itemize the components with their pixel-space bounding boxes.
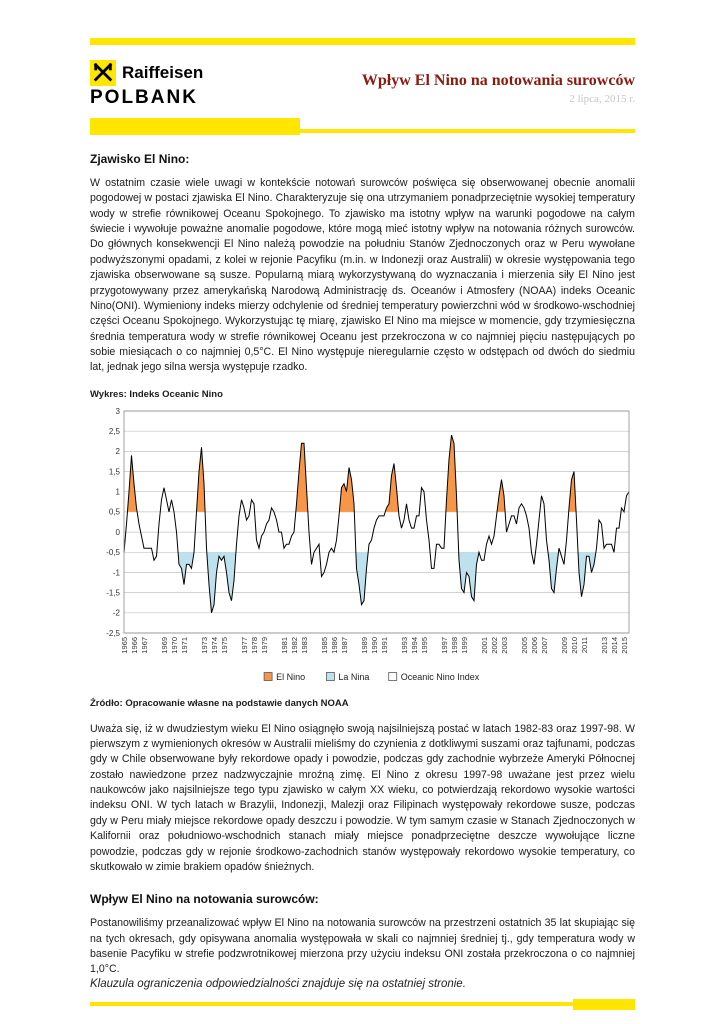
la-nina-fill — [355, 551, 369, 605]
svg-text:-0,5: -0,5 — [106, 548, 120, 557]
chart-caption: Wykres: Indeks Oceanic Nino — [90, 388, 223, 400]
footer-band-thick-bar — [573, 999, 635, 1010]
chart-legend: El Nino La Nina Oceanic Nino Index — [263, 672, 480, 682]
document-title: Wpływ El Nino na notowania surowców — [361, 72, 635, 89]
svg-text:Oceanic Nino Index: Oceanic Nino Index — [401, 672, 480, 682]
svg-text:2005: 2005 — [520, 637, 529, 654]
svg-text:1983: 1983 — [300, 637, 309, 654]
svg-text:1986: 1986 — [330, 637, 339, 654]
svg-text:1974: 1974 — [210, 637, 219, 654]
svg-text:1985: 1985 — [320, 637, 329, 654]
svg-text:-2: -2 — [113, 608, 121, 617]
svg-text:-2,5: -2,5 — [106, 628, 120, 637]
logo-top-row: Raiffeisen — [90, 60, 203, 86]
svg-text:2013: 2013 — [600, 637, 609, 654]
svg-text:1970: 1970 — [170, 637, 179, 654]
svg-text:1982: 1982 — [290, 637, 299, 654]
svg-text:1967: 1967 — [140, 637, 149, 654]
raiffeisen-polbank-logo: Raiffeisen POLBANK — [90, 60, 203, 109]
svg-text:1993: 1993 — [400, 637, 409, 654]
svg-text:2011: 2011 — [580, 637, 589, 653]
section3-paragraph: Postanowiliśmy przeanalizować wpływ El N… — [90, 917, 635, 976]
svg-text:2: 2 — [116, 447, 121, 456]
svg-text:1995: 1995 — [420, 637, 429, 654]
svg-text:1978: 1978 — [250, 637, 259, 654]
svg-text:1987: 1987 — [340, 637, 349, 654]
svg-text:1969: 1969 — [160, 637, 169, 654]
svg-text:1973: 1973 — [200, 637, 209, 654]
svg-text:-1: -1 — [113, 568, 121, 577]
svg-text:2002: 2002 — [490, 637, 499, 654]
svg-text:1991: 1991 — [380, 637, 389, 654]
svg-text:1977: 1977 — [240, 637, 249, 654]
section3-heading: Wpływ El Nino na notowania surowców: — [90, 892, 319, 907]
la-nina-fill — [178, 551, 194, 585]
svg-text:1994: 1994 — [410, 637, 419, 654]
svg-text:2014: 2014 — [610, 637, 619, 654]
section1-heading: Zjawisko El Nino: — [90, 152, 190, 166]
svg-text:2,5: 2,5 — [109, 427, 121, 436]
svg-text:2003: 2003 — [500, 637, 509, 654]
svg-text:0: 0 — [116, 528, 121, 537]
footer-yellow-band — [90, 999, 635, 1010]
el-nino-fill — [127, 455, 138, 512]
svg-text:0,5: 0,5 — [109, 507, 121, 516]
header-band-thick-bar — [90, 118, 300, 135]
svg-text:2007: 2007 — [540, 637, 549, 654]
svg-text:3: 3 — [116, 406, 121, 415]
svg-text:1998: 1998 — [450, 637, 459, 654]
svg-text:1989: 1989 — [360, 637, 369, 654]
chart-source-note: Źródło: Opracowanie własne na podstawie … — [90, 697, 349, 709]
svg-text:1,5: 1,5 — [109, 467, 121, 476]
brand-name: Raiffeisen — [122, 63, 204, 82]
top-yellow-rule — [90, 38, 635, 45]
svg-text:-1,5: -1,5 — [106, 588, 120, 597]
brand-subname: POLBANK — [90, 87, 198, 108]
svg-text:2009: 2009 — [560, 637, 569, 654]
header-yellow-band — [90, 118, 635, 135]
svg-text:2015: 2015 — [620, 637, 629, 654]
svg-text:1: 1 — [116, 487, 121, 496]
la-nina-fill — [578, 551, 596, 597]
document-date: 2 lipca, 2015 r. — [569, 93, 635, 105]
svg-text:2006: 2006 — [530, 637, 539, 654]
svg-text:La Nina: La Nina — [338, 672, 369, 682]
section1-paragraph: W ostatnim czasie wiele uwagi w kontekśc… — [90, 177, 635, 374]
header-title-block: Wpływ El Nino na notowania surowców 2 li… — [362, 60, 635, 105]
el-nino-fill — [497, 479, 506, 512]
svg-text:El Nino: El Nino — [276, 672, 305, 682]
oni-chart: 3 2,5 2 1,5 1 0,5 0 -0,5 -1 -1,5 -2 -2,5 1965 1966 196… — [90, 403, 635, 696]
la-nina-fill — [548, 551, 559, 593]
footer-band-thin-rule — [90, 1002, 573, 1006]
svg-text:1997: 1997 — [440, 637, 449, 654]
document-body: Zjawisko El Nino: W ostatnim czasie wiel… — [90, 152, 635, 978]
raiffeisen-gable-cross-icon — [90, 60, 116, 86]
svg-text:1999: 1999 — [460, 637, 469, 654]
svg-text:2010: 2010 — [570, 637, 579, 654]
section2-paragraph: Uważa się, iż w dwudziestym wieku El Nin… — [90, 722, 635, 873]
disclaimer-text: Klauzula ograniczenia odpowiedzialności … — [90, 978, 466, 990]
oni-index-line — [123, 434, 630, 613]
svg-text:1990: 1990 — [370, 637, 379, 654]
la-nina-fill — [458, 551, 479, 601]
header-band-thin-rule — [300, 129, 635, 133]
svg-text:1971: 1971 — [180, 637, 189, 654]
el-nino-fill — [385, 463, 399, 512]
svg-text:1975: 1975 — [220, 637, 229, 654]
svg-text:1966: 1966 — [130, 637, 139, 654]
el-nino-fill — [196, 446, 206, 512]
svg-text:1981: 1981 — [280, 637, 289, 654]
document-footer: Klauzula ograniczenia odpowiedzialności … — [90, 978, 635, 1010]
svg-text:1965: 1965 — [120, 637, 129, 654]
svg-text:1979: 1979 — [260, 637, 269, 654]
document-header: Raiffeisen POLBANK Wpływ El Nino na noto… — [90, 60, 635, 109]
svg-text:2001: 2001 — [480, 637, 489, 654]
